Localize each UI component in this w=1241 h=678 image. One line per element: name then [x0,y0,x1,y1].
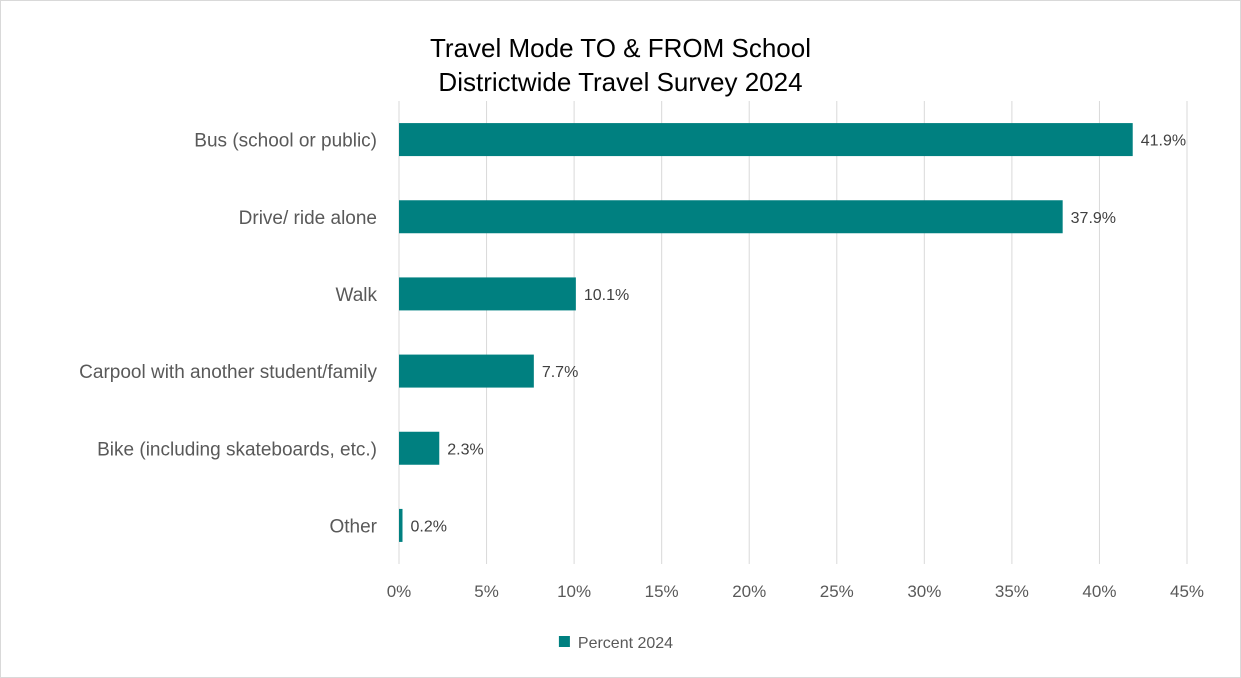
category-label: Drive/ ride alone [239,208,377,229]
bar [399,431,440,465]
legend-label: Percent 2024 [578,635,673,652]
category-label: Walk [335,285,377,306]
x-tick-label: 0% [387,582,412,601]
x-tick-label: 10% [557,582,591,601]
data-label: 37.9% [1071,210,1116,227]
chart-title: Travel Mode TO & FROM School [430,33,811,63]
bar [399,354,534,388]
bar [399,508,403,542]
x-tick-label: 20% [732,582,766,601]
x-tick-label: 15% [645,582,679,601]
x-tick-label: 5% [474,582,499,601]
x-tick-label: 30% [907,582,941,601]
data-label: 2.3% [447,441,483,458]
category-label: Other [329,516,377,537]
category-label: Carpool with another student/family [79,362,377,383]
chart-subtitle: Districtwide Travel Survey 2024 [438,67,803,97]
x-tick-label: 35% [995,582,1029,601]
data-label: 10.1% [584,287,629,304]
bar [399,277,576,311]
data-label: 7.7% [542,364,578,381]
x-tick-label: 45% [1170,582,1204,601]
bar [399,200,1063,234]
data-label: 0.2% [411,518,447,535]
legend-swatch [558,636,570,647]
category-label: Bus (school or public) [194,131,377,152]
x-tick-label: 40% [1082,582,1116,601]
data-label: 41.9% [1141,133,1186,150]
bar [399,123,1133,157]
x-tick-label: 25% [820,582,854,601]
category-label: Bike (including skateboards, etc.) [97,439,377,460]
